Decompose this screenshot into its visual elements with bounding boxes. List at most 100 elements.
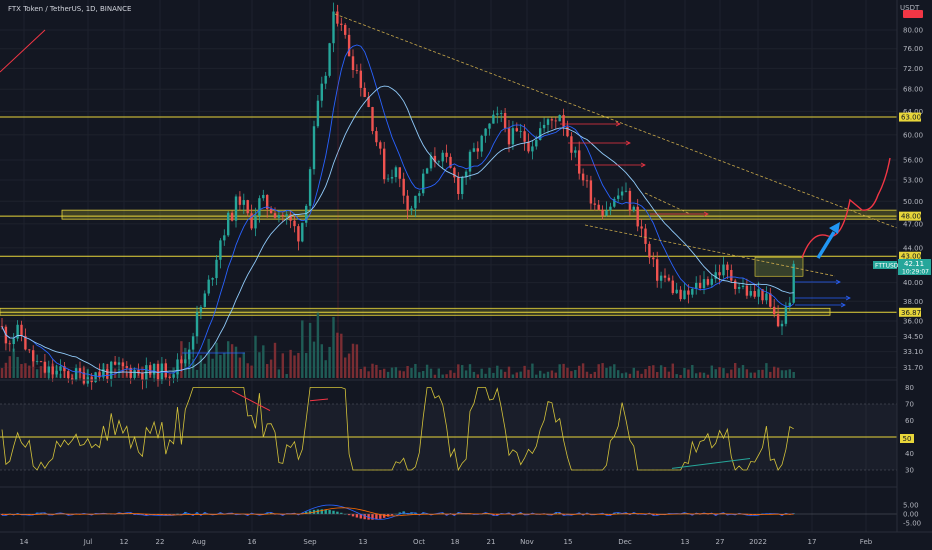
candle[interactable]	[605, 201, 608, 217]
candle[interactable]	[429, 152, 433, 172]
candle[interactable]	[277, 210, 281, 223]
candle[interactable]	[562, 108, 565, 136]
candle[interactable]	[515, 122, 518, 133]
candle[interactable]	[546, 117, 550, 134]
candle[interactable]	[74, 364, 78, 382]
candle[interactable]	[141, 372, 144, 390]
candle[interactable]	[180, 355, 183, 372]
candle[interactable]	[184, 353, 187, 367]
candle[interactable]	[164, 358, 167, 380]
candle[interactable]	[574, 146, 577, 158]
candle[interactable]	[238, 191, 242, 211]
candle[interactable]	[16, 320, 19, 342]
candle[interactable]	[254, 207, 257, 237]
candle[interactable]	[659, 271, 663, 289]
candle[interactable]	[308, 166, 312, 211]
candle[interactable]	[269, 206, 273, 214]
candle[interactable]	[461, 175, 464, 200]
candle[interactable]	[98, 363, 101, 382]
candle[interactable]	[706, 276, 710, 287]
candle[interactable]	[262, 189, 265, 201]
candle[interactable]	[285, 210, 288, 225]
candle[interactable]	[457, 172, 460, 200]
candle[interactable]	[379, 140, 382, 155]
time-axis[interactable]: 14 Jul 12 22 Aug 16 Sep 13 Oct 18 21 Nov 15 Dec 13 27 20…	[20, 538, 873, 546]
candle[interactable]	[480, 134, 483, 157]
candle[interactable]	[581, 168, 585, 186]
candle[interactable]	[301, 222, 304, 243]
candle[interactable]	[695, 276, 698, 295]
candle[interactable]	[425, 167, 429, 174]
candle[interactable]	[293, 216, 296, 233]
candle[interactable]	[679, 286, 682, 302]
candle[interactable]	[468, 149, 472, 180]
candle[interactable]	[355, 64, 359, 74]
candle[interactable]	[371, 106, 374, 135]
candle[interactable]	[749, 285, 752, 298]
candle[interactable]	[207, 275, 210, 296]
candle[interactable]	[149, 361, 152, 378]
candle[interactable]	[585, 174, 589, 188]
candle[interactable]	[652, 252, 655, 268]
candle[interactable]	[51, 359, 54, 382]
candle[interactable]	[383, 141, 386, 184]
candle[interactable]	[152, 363, 156, 382]
candle[interactable]	[523, 124, 526, 151]
candle[interactable]	[363, 82, 366, 98]
candle[interactable]	[63, 361, 66, 378]
candle[interactable]	[531, 140, 534, 160]
candle[interactable]	[441, 150, 444, 170]
candle[interactable]	[336, 4, 339, 27]
candle[interactable]	[558, 114, 561, 122]
candle[interactable]	[753, 283, 756, 299]
candle[interactable]	[492, 110, 495, 124]
candle[interactable]	[776, 305, 780, 328]
candle[interactable]	[344, 23, 347, 39]
candle[interactable]	[35, 354, 39, 365]
candle[interactable]	[316, 95, 320, 129]
candle[interactable]	[737, 282, 741, 294]
candle[interactable]	[227, 211, 230, 237]
candle[interactable]	[718, 264, 721, 285]
candle[interactable]	[433, 147, 437, 168]
candle[interactable]	[273, 207, 277, 219]
candle[interactable]	[12, 333, 15, 352]
candle[interactable]	[667, 274, 671, 282]
candle[interactable]	[289, 210, 292, 229]
candle[interactable]	[102, 362, 105, 382]
candle[interactable]	[312, 120, 316, 175]
candle[interactable]	[437, 160, 440, 165]
candle[interactable]	[734, 278, 737, 295]
candle[interactable]	[394, 165, 398, 183]
candle[interactable]	[215, 255, 218, 286]
candle[interactable]	[332, 2, 335, 53]
candle[interactable]	[113, 355, 117, 366]
candle[interactable]	[398, 167, 401, 188]
candle[interactable]	[168, 375, 171, 386]
candle[interactable]	[320, 76, 323, 108]
candle[interactable]	[32, 345, 35, 367]
candle[interactable]	[359, 63, 362, 97]
candle[interactable]	[390, 169, 394, 184]
candle[interactable]	[601, 205, 604, 220]
candle[interactable]	[195, 305, 199, 344]
candle[interactable]	[722, 256, 725, 279]
candle[interactable]	[28, 349, 31, 354]
candle[interactable]	[773, 299, 776, 318]
candle[interactable]	[422, 169, 425, 197]
candle[interactable]	[203, 290, 206, 308]
candle[interactable]	[757, 281, 760, 305]
candle[interactable]	[402, 172, 405, 204]
candle[interactable]	[765, 286, 768, 305]
candle[interactable]	[687, 284, 690, 304]
candle[interactable]	[94, 371, 97, 383]
candle[interactable]	[20, 320, 23, 342]
candle[interactable]	[632, 205, 635, 213]
candle[interactable]	[281, 212, 284, 222]
candle[interactable]	[527, 133, 530, 154]
candle[interactable]	[410, 205, 413, 215]
candle[interactable]	[230, 210, 234, 222]
candle[interactable]	[761, 289, 764, 305]
candle[interactable]	[367, 91, 370, 108]
candle[interactable]	[656, 251, 659, 288]
